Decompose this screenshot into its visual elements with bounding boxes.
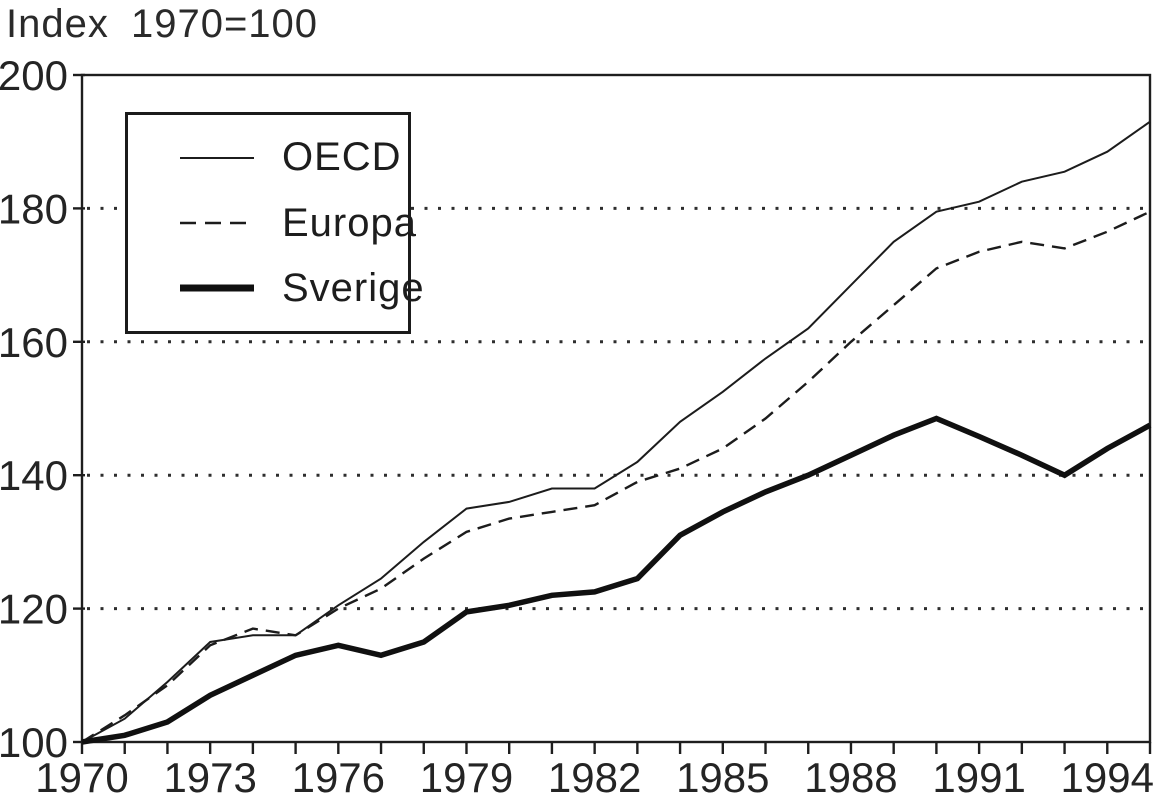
x-tick-label: 1970 — [35, 754, 128, 798]
legend-label-europa: Europa — [282, 200, 417, 245]
y-tick-label: 140 — [0, 452, 68, 499]
x-tick-label: 1991 — [932, 754, 1025, 798]
legend-item-oecd: OECD — [178, 135, 408, 180]
series-europa — [81, 210, 1151, 744]
y-tick-label: 100 — [0, 719, 68, 766]
y-tick-label: 180 — [0, 185, 68, 232]
legend-sample-europa-dashed-line-icon — [180, 221, 254, 225]
chart-title: Index 1970=100 — [6, 2, 319, 46]
y-tick-label: 200 — [0, 52, 68, 99]
x-tick-label: 1973 — [163, 754, 256, 798]
y-tick-label: 160 — [0, 319, 68, 366]
series-oecd — [81, 120, 1151, 743]
legend-item-europa: Europa — [178, 201, 416, 246]
legend-box: OECD Europa Sverige — [125, 112, 424, 334]
legend-label-oecd: OECD — [282, 135, 402, 180]
x-tick-label: 1988 — [804, 754, 897, 798]
legend-sample-sverige-thick-line-icon — [180, 284, 254, 292]
x-tick-label: 1979 — [420, 754, 513, 798]
series-sverige — [81, 415, 1152, 745]
y-tick-label: 120 — [0, 586, 68, 633]
legend-item-sverige: Sverige — [178, 266, 424, 311]
legend-label-sverige: Sverige — [282, 265, 425, 310]
x-tick-label: 1976 — [292, 754, 385, 798]
x-tick-label: 1994 — [1061, 754, 1154, 798]
x-tick-label: 1985 — [676, 754, 769, 798]
plot-border — [80, 73, 1152, 744]
x-tick-label: 1982 — [548, 754, 641, 798]
legend-sample-oecd-thin-line-icon — [180, 156, 254, 159]
